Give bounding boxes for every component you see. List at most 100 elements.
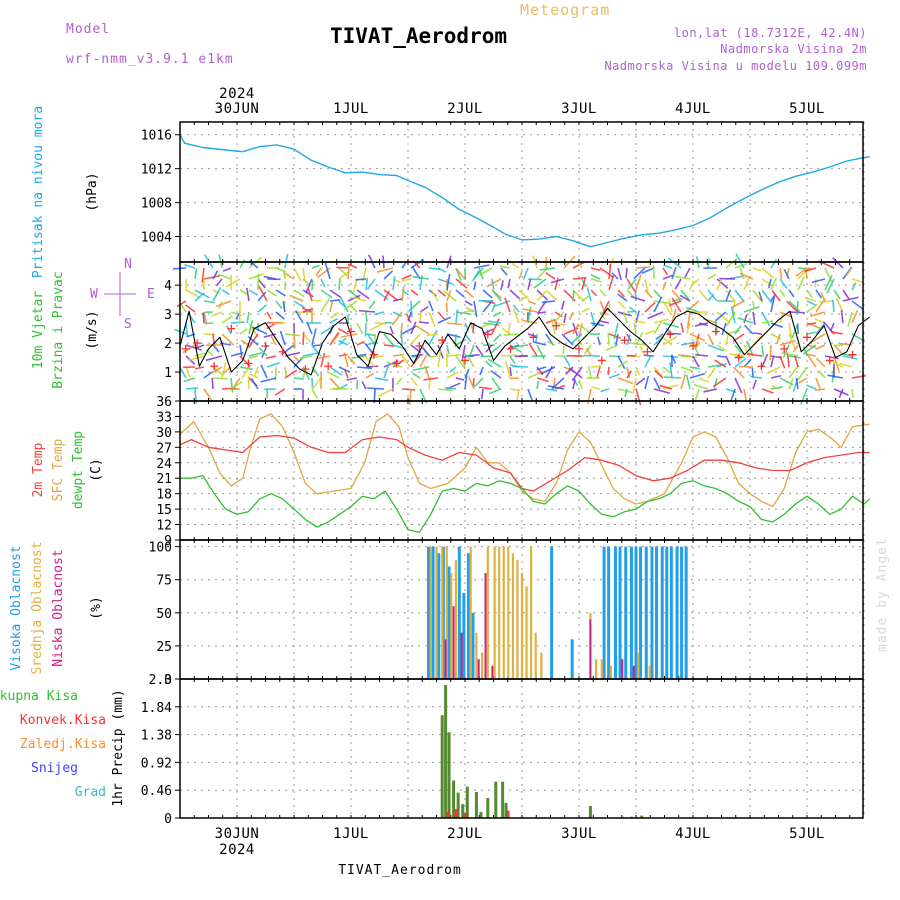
wind-arrow: [392, 353, 405, 357]
wind-arrow: [786, 300, 799, 313]
wind-arrow: [770, 355, 775, 368]
wind-arrow: [329, 366, 343, 376]
wind-arrow: [467, 376, 475, 390]
wind-arrow: [490, 344, 502, 354]
wind-arrow: [312, 299, 322, 302]
wind-arrow: [312, 344, 322, 347]
wind-arrow: [533, 278, 547, 289]
wind-arrow: [814, 278, 817, 288]
pressure-line: [179, 134, 870, 248]
wind-arrow: [469, 322, 475, 335]
wind-arrow: [768, 278, 772, 289]
pressure-tick: 1004: [141, 231, 172, 246]
wind-arrow: [479, 267, 493, 277]
wind-arrow: [581, 276, 587, 291]
wind-arrow: [536, 380, 540, 390]
wind-arrow: [482, 289, 493, 299]
wind-arrow: [338, 353, 348, 357]
wind-arrow: [572, 289, 586, 303]
wind-arrow: [590, 278, 602, 283]
wind-gust-mark: [734, 353, 743, 362]
wind-arrow: [694, 335, 700, 346]
wind-arrow: [613, 322, 619, 340]
wind-arrow: [806, 384, 817, 390]
wind-arrow: [743, 305, 760, 313]
wind-arrow: [493, 333, 502, 342]
wind-arrow: [473, 264, 490, 269]
precip-total-bar: [452, 780, 456, 818]
compass-w: W: [90, 287, 98, 302]
wind-arrow: [509, 366, 513, 377]
wind-arrow: [473, 377, 484, 388]
cloud-mid-bar: [441, 546, 444, 679]
wind-arrow: [293, 289, 305, 298]
cloud-low-bar: [477, 659, 480, 679]
wind-arrow: [518, 289, 530, 300]
precip-legend-item: Ukupna Kisa: [0, 689, 78, 704]
wind-arrow: [753, 332, 763, 335]
wind-arrow: [536, 366, 547, 371]
wind-arrow: [662, 300, 672, 315]
wind-arrow: [180, 304, 187, 313]
wind-arrow: [466, 354, 475, 368]
wind-gust-mark: [666, 330, 675, 339]
cloud-low-bar: [484, 573, 487, 679]
wind-arrow: [550, 278, 565, 284]
wind-arrow: [329, 299, 341, 302]
wind-arrow: [815, 344, 826, 351]
wind-arrow: [644, 289, 653, 299]
precip-tick: 0: [164, 812, 172, 827]
wind-arrow: [662, 384, 679, 390]
wind-arrow: [617, 293, 628, 302]
cloud-mid-bar: [540, 652, 543, 679]
wind-arrow: [305, 278, 313, 294]
cloud-unit: (%): [89, 596, 104, 619]
wind-arrow: [770, 374, 782, 379]
wind-arrow: [626, 289, 635, 298]
cloud-high-bar: [665, 546, 669, 679]
wind-arrow: [739, 267, 745, 280]
wind-arrow: [522, 267, 529, 280]
wind-arrow: [590, 267, 601, 272]
wind-arrow: [493, 300, 511, 308]
wind-arrow: [248, 289, 258, 296]
wind-arrow: [654, 369, 664, 379]
wind-arrow: [797, 366, 808, 380]
wind-arrow: [284, 272, 295, 280]
wind-arrow: [358, 309, 376, 313]
wind-arrow: [617, 360, 628, 368]
dewpoint-line: [180, 474, 871, 533]
pressure-unit: (hPa): [85, 172, 100, 211]
cloud-mid-bar: [435, 546, 438, 679]
wind-arrow: [260, 364, 268, 379]
wind-arrow: [734, 263, 748, 269]
wind-arrow: [788, 289, 795, 298]
wind-arrow: [275, 300, 283, 309]
wind-arrow: [479, 386, 493, 390]
wind-arrow: [343, 369, 349, 379]
wind-arrow: [782, 344, 790, 358]
cloud-high-bar: [437, 553, 441, 679]
wind-gust-mark: [643, 347, 652, 356]
wind-arrow: [329, 289, 342, 299]
wind-arrow: [802, 344, 817, 355]
wind-arrow: [395, 377, 403, 386]
wind-arrow: [591, 322, 601, 327]
wind-arrow: [454, 333, 457, 348]
cloud-low-bar: [444, 639, 447, 679]
wind-arrow: [384, 321, 394, 324]
cloud-high-bar: [602, 546, 606, 679]
wind-arrow: [340, 296, 349, 313]
wind-arrow: [185, 366, 192, 379]
wind-arrow: [512, 344, 529, 348]
wind-arrow: [320, 352, 326, 368]
wind-arrow: [633, 323, 637, 335]
wind-arrow: [734, 344, 742, 354]
wind-arrow: [653, 366, 663, 377]
wind-gust-mark: [181, 344, 190, 353]
temp-tick: 27: [156, 441, 172, 456]
wind-arrow: [215, 300, 232, 308]
wind-arrow: [355, 278, 367, 281]
wind-arrow: [258, 347, 268, 357]
wind-arrow: [415, 325, 430, 335]
